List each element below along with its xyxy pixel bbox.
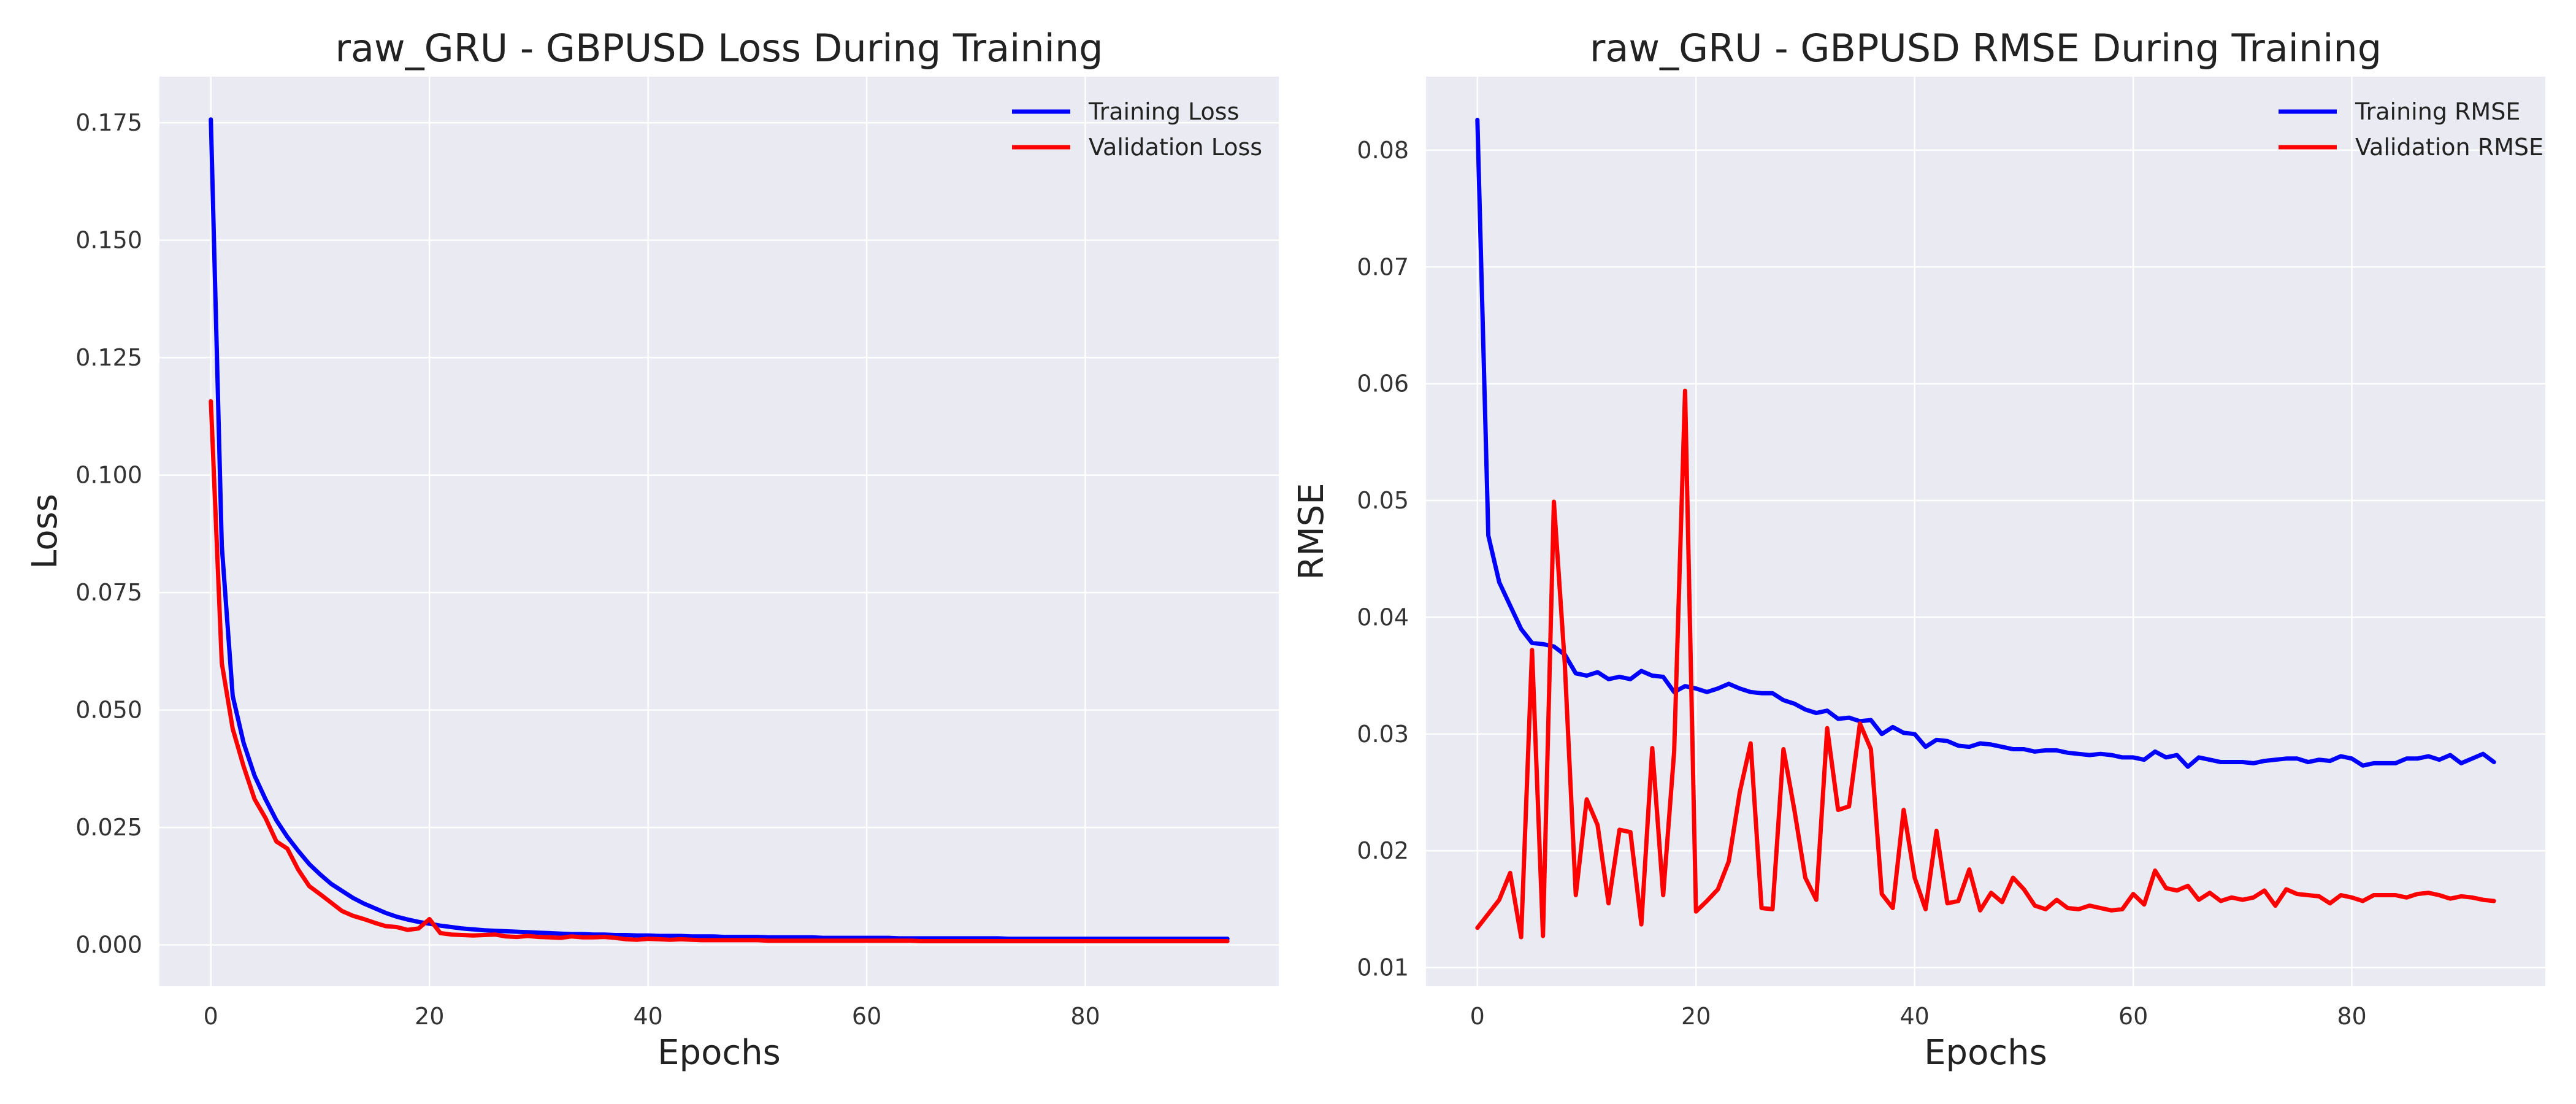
rmse-y-tick-label: 0.05: [1357, 487, 1409, 514]
loss-y-axis-label: Loss: [25, 494, 65, 569]
loss-y-tick-label: 0.050: [75, 697, 142, 724]
rmse-y-tick-label: 0.02: [1357, 837, 1409, 864]
rmse-x-tick-label: 20: [1681, 1003, 1711, 1030]
loss-x-tick-label: 0: [204, 1003, 218, 1030]
loss-chart: 0 20 40 60 80 0.000 0.025 0.050 0.075 0.100 0.125 0…: [25, 26, 1279, 1073]
rmse-y-tick-label: 0.01: [1357, 954, 1409, 981]
rmse-y-tick-label: 0.07: [1357, 253, 1409, 280]
rmse-legend-label-validation: Validation RMSE: [2355, 134, 2543, 161]
rmse-y-tick-label: 0.06: [1357, 370, 1409, 397]
rmse-y-tick-label: 0.08: [1357, 137, 1409, 164]
rmse-x-tick-label: 0: [1470, 1003, 1485, 1030]
loss-chart-title: raw_GRU - GBPUSD Loss During Training: [335, 26, 1103, 71]
loss-legend-label-validation: Validation Loss: [1089, 134, 1262, 161]
loss-legend-label-training: Training Loss: [1088, 98, 1239, 125]
loss-y-tick-label: 0.025: [75, 814, 142, 841]
loss-x-tick-label: 40: [633, 1003, 662, 1030]
rmse-legend-label-training: Training RMSE: [2355, 98, 2520, 125]
rmse-x-tick-label: 60: [2118, 1003, 2148, 1030]
loss-x-axis-label: Epochs: [657, 1033, 781, 1073]
rmse-chart: 0 20 40 60 80 0.01 0.02 0.03 0.04 0.05 0.06 0.07 0.0…: [1292, 26, 2545, 1073]
loss-y-tick-label: 0.125: [75, 344, 142, 371]
rmse-chart-title: raw_GRU - GBPUSD RMSE During Training: [1590, 26, 2382, 71]
loss-legend: Training Loss Validation Loss: [1012, 98, 1262, 161]
loss-plot-area: [159, 77, 1279, 986]
loss-x-tick-label: 20: [415, 1003, 444, 1030]
rmse-y-tick-label: 0.04: [1357, 604, 1409, 631]
rmse-x-tick-label: 40: [1899, 1003, 1929, 1030]
rmse-series-training-line: [1475, 117, 2496, 769]
rmse-x-tick-label: 80: [2337, 1003, 2366, 1030]
rmse-y-axis-label: RMSE: [1292, 483, 1332, 580]
rmse-x-axis-label: Epochs: [1924, 1033, 2047, 1073]
loss-series-training-line: [209, 117, 1230, 941]
loss-y-tick-label: 0.075: [75, 579, 142, 606]
loss-x-tick-label: 60: [852, 1003, 881, 1030]
rmse-series-validation-line: [1475, 388, 2496, 940]
loss-y-tick-label: 0.000: [75, 932, 142, 959]
rmse-y-tick-label: 0.03: [1357, 721, 1409, 748]
loss-y-tick-label: 0.150: [75, 227, 142, 254]
loss-y-tick-label: 0.175: [75, 109, 142, 136]
rmse-legend: Training RMSE Validation RMSE: [2279, 98, 2543, 161]
loss-series-validation-line: [209, 399, 1230, 943]
loss-x-tick-label: 80: [1070, 1003, 1100, 1030]
rmse-plot-area: [1426, 77, 2545, 986]
loss-y-tick-label: 0.100: [75, 462, 142, 489]
